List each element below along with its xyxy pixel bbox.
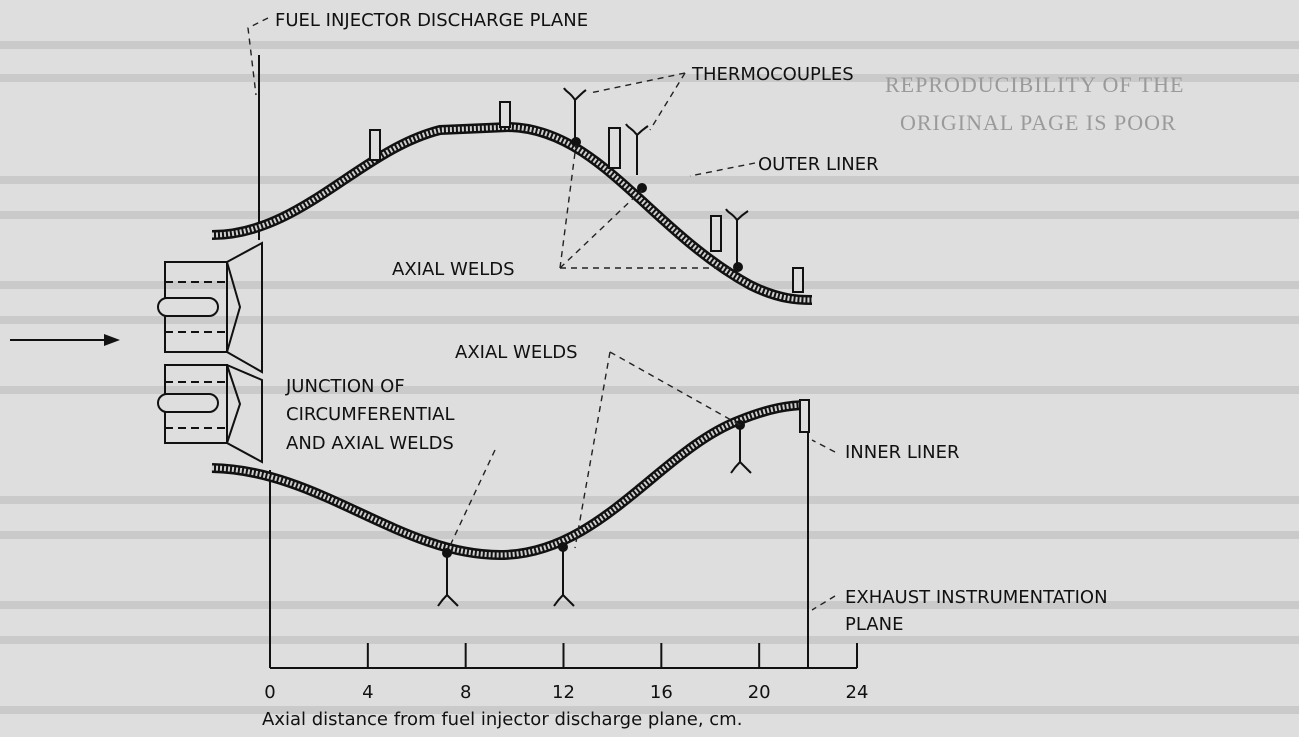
tick-label: 20 — [748, 682, 771, 703]
label: OUTER LINER — [758, 154, 879, 175]
label: PLANE — [845, 614, 903, 635]
label: AXIAL WELDS — [455, 342, 578, 363]
axis-label: Axial distance from fuel injector discha… — [262, 709, 742, 730]
outer-liner — [211, 121, 813, 305]
label: AND AXIAL WELDS — [286, 433, 454, 454]
leader-line — [247, 17, 836, 611]
tick-label: 24 — [846, 682, 869, 703]
tick-label: 16 — [650, 682, 673, 703]
stamp: REPRODUCIBILITY OF THE — [885, 72, 1184, 97]
tick-label: 8 — [460, 682, 471, 703]
flow-arrow — [10, 334, 120, 346]
scan-background — [0, 41, 1299, 714]
stamp: ORIGINAL PAGE IS POOR — [900, 110, 1177, 135]
thermocouple-well — [369, 101, 804, 293]
label: FUEL INJECTOR DISCHARGE PLANE — [275, 10, 588, 31]
tick-label: 4 — [362, 682, 373, 703]
inner-liner — [211, 399, 810, 561]
tick-label: 12 — [552, 682, 575, 703]
thermocouple — [437, 87, 752, 607]
label: INNER LINER — [845, 442, 960, 463]
weld — [442, 137, 745, 558]
label: JUNCTION OF — [285, 376, 405, 397]
label: EXHAUST INSTRUMENTATION — [845, 587, 1108, 608]
fuel-injector — [157, 241, 263, 464]
label: THERMOCOUPLES — [691, 64, 854, 85]
label: CIRCUMFERENTIAL — [286, 404, 454, 425]
tick-label: 0 — [264, 682, 275, 703]
label: AXIAL WELDS — [392, 259, 515, 280]
